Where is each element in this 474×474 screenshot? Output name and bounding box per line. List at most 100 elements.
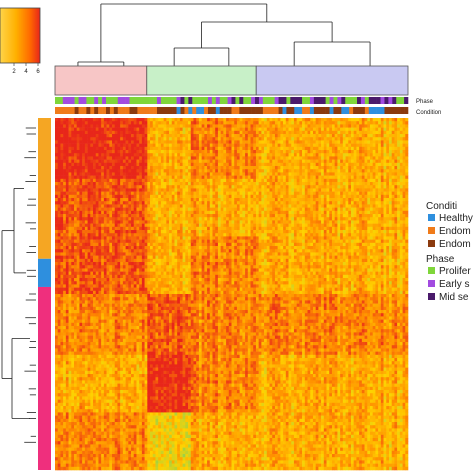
heatmap-cell — [114, 188, 118, 192]
heatmap-cell — [63, 226, 67, 231]
heatmap-cell — [79, 345, 83, 349]
heatmap-cell — [120, 175, 124, 180]
heatmap-cell — [152, 258, 156, 263]
heatmap-cell — [82, 383, 86, 388]
heatmap-cell — [144, 335, 148, 340]
heatmap-cell — [136, 303, 140, 308]
heatmap-cell — [79, 450, 83, 455]
heatmap-cell — [101, 422, 105, 426]
heatmap-cell — [65, 393, 69, 397]
heatmap-cell — [163, 271, 167, 276]
heatmap-cell — [169, 121, 173, 125]
phase-annotation-cell — [372, 97, 377, 104]
heatmap-cell — [139, 255, 143, 260]
heatmap-cell — [74, 406, 78, 410]
heatmap-cell — [101, 191, 105, 196]
heatmap-cell — [93, 239, 97, 244]
heatmap-cell — [82, 204, 86, 208]
heatmap-cell — [144, 322, 148, 327]
heatmap-cell — [131, 380, 135, 384]
heatmap-cell — [144, 262, 148, 266]
heatmap-cell — [95, 169, 99, 173]
heatmap-cell — [150, 361, 154, 365]
heatmap-cell — [122, 287, 126, 292]
heatmap-cell — [112, 342, 116, 346]
heatmap-cell — [84, 418, 88, 423]
heatmap-cell — [90, 223, 94, 228]
heatmap-cell — [79, 159, 83, 164]
heatmap-cell — [76, 220, 80, 224]
heatmap-cell — [101, 319, 105, 324]
heatmap-cell — [136, 290, 140, 295]
heatmap-cell — [60, 140, 64, 144]
heatmap-cell — [55, 220, 59, 224]
heatmap-cell — [158, 134, 162, 138]
heatmap-cell — [163, 175, 167, 180]
heatmap-cell — [55, 428, 59, 432]
heatmap-cell — [133, 415, 137, 420]
heatmap-cell — [63, 130, 67, 135]
heatmap-cell — [68, 370, 72, 375]
heatmap-cell — [101, 374, 105, 378]
heatmap-cell — [160, 444, 164, 448]
heatmap-cell — [82, 207, 86, 212]
phase-annotation-cell — [90, 97, 95, 104]
heatmap-cell — [55, 303, 59, 308]
heatmap-cell — [114, 185, 118, 189]
heatmap-cell — [144, 223, 148, 228]
heatmap-cell — [166, 175, 170, 180]
heatmap-cell — [106, 374, 110, 378]
heatmap-cell — [169, 150, 173, 154]
heatmap-cell — [109, 412, 113, 416]
heatmap-cell — [114, 335, 118, 340]
heatmap-cell — [169, 198, 173, 202]
heatmap-cell — [84, 332, 88, 336]
heatmap-cell — [160, 226, 164, 231]
heatmap-cell — [136, 249, 140, 253]
heatmap-cell — [131, 188, 135, 192]
heatmap-cell — [60, 326, 64, 330]
heatmap-cell — [63, 370, 67, 375]
heatmap-cell — [109, 422, 113, 426]
heatmap-cell — [122, 434, 126, 439]
heatmap-cell — [82, 140, 86, 144]
heatmap-cell — [141, 140, 145, 144]
heatmap-cell — [90, 236, 94, 240]
heatmap-cell — [160, 303, 164, 308]
heatmap-cell — [98, 300, 102, 304]
heatmap-cell — [65, 166, 69, 170]
heatmap-cell — [106, 354, 110, 359]
heatmap-cell — [139, 326, 143, 330]
heatmap-cell — [141, 377, 145, 381]
heatmap-cell — [144, 172, 148, 176]
heatmap-cell — [103, 169, 107, 173]
heatmap-cell — [106, 383, 110, 388]
heatmap-cell — [106, 310, 110, 314]
heatmap-cell — [57, 351, 61, 356]
heatmap-cell — [84, 364, 88, 368]
heatmap-cell — [144, 169, 148, 173]
heatmap-cell — [114, 396, 118, 400]
heatmap-cell — [76, 303, 80, 308]
heatmap-cell — [160, 386, 164, 391]
heatmap-cell — [87, 194, 91, 199]
heatmap-cell — [160, 326, 164, 330]
phase-annotation-cell — [109, 97, 115, 104]
heatmap-cell — [155, 207, 159, 212]
heatmap-cell — [79, 143, 83, 148]
heatmap-cell — [109, 130, 113, 135]
heatmap-cell — [106, 422, 110, 426]
heatmap-cell — [87, 399, 91, 404]
heatmap-cell — [76, 466, 80, 471]
heatmap-cell — [112, 274, 116, 279]
heatmap-cell — [114, 313, 118, 317]
heatmap-cell — [87, 262, 91, 266]
heatmap-cell — [98, 393, 102, 397]
heatmap-cell — [117, 438, 121, 442]
heatmap-cell — [128, 201, 132, 205]
heatmap-cell — [57, 313, 61, 317]
heatmap-cell — [160, 454, 164, 458]
heatmap-cell — [60, 207, 64, 212]
heatmap-cell — [95, 178, 99, 183]
heatmap-cell — [150, 207, 154, 212]
